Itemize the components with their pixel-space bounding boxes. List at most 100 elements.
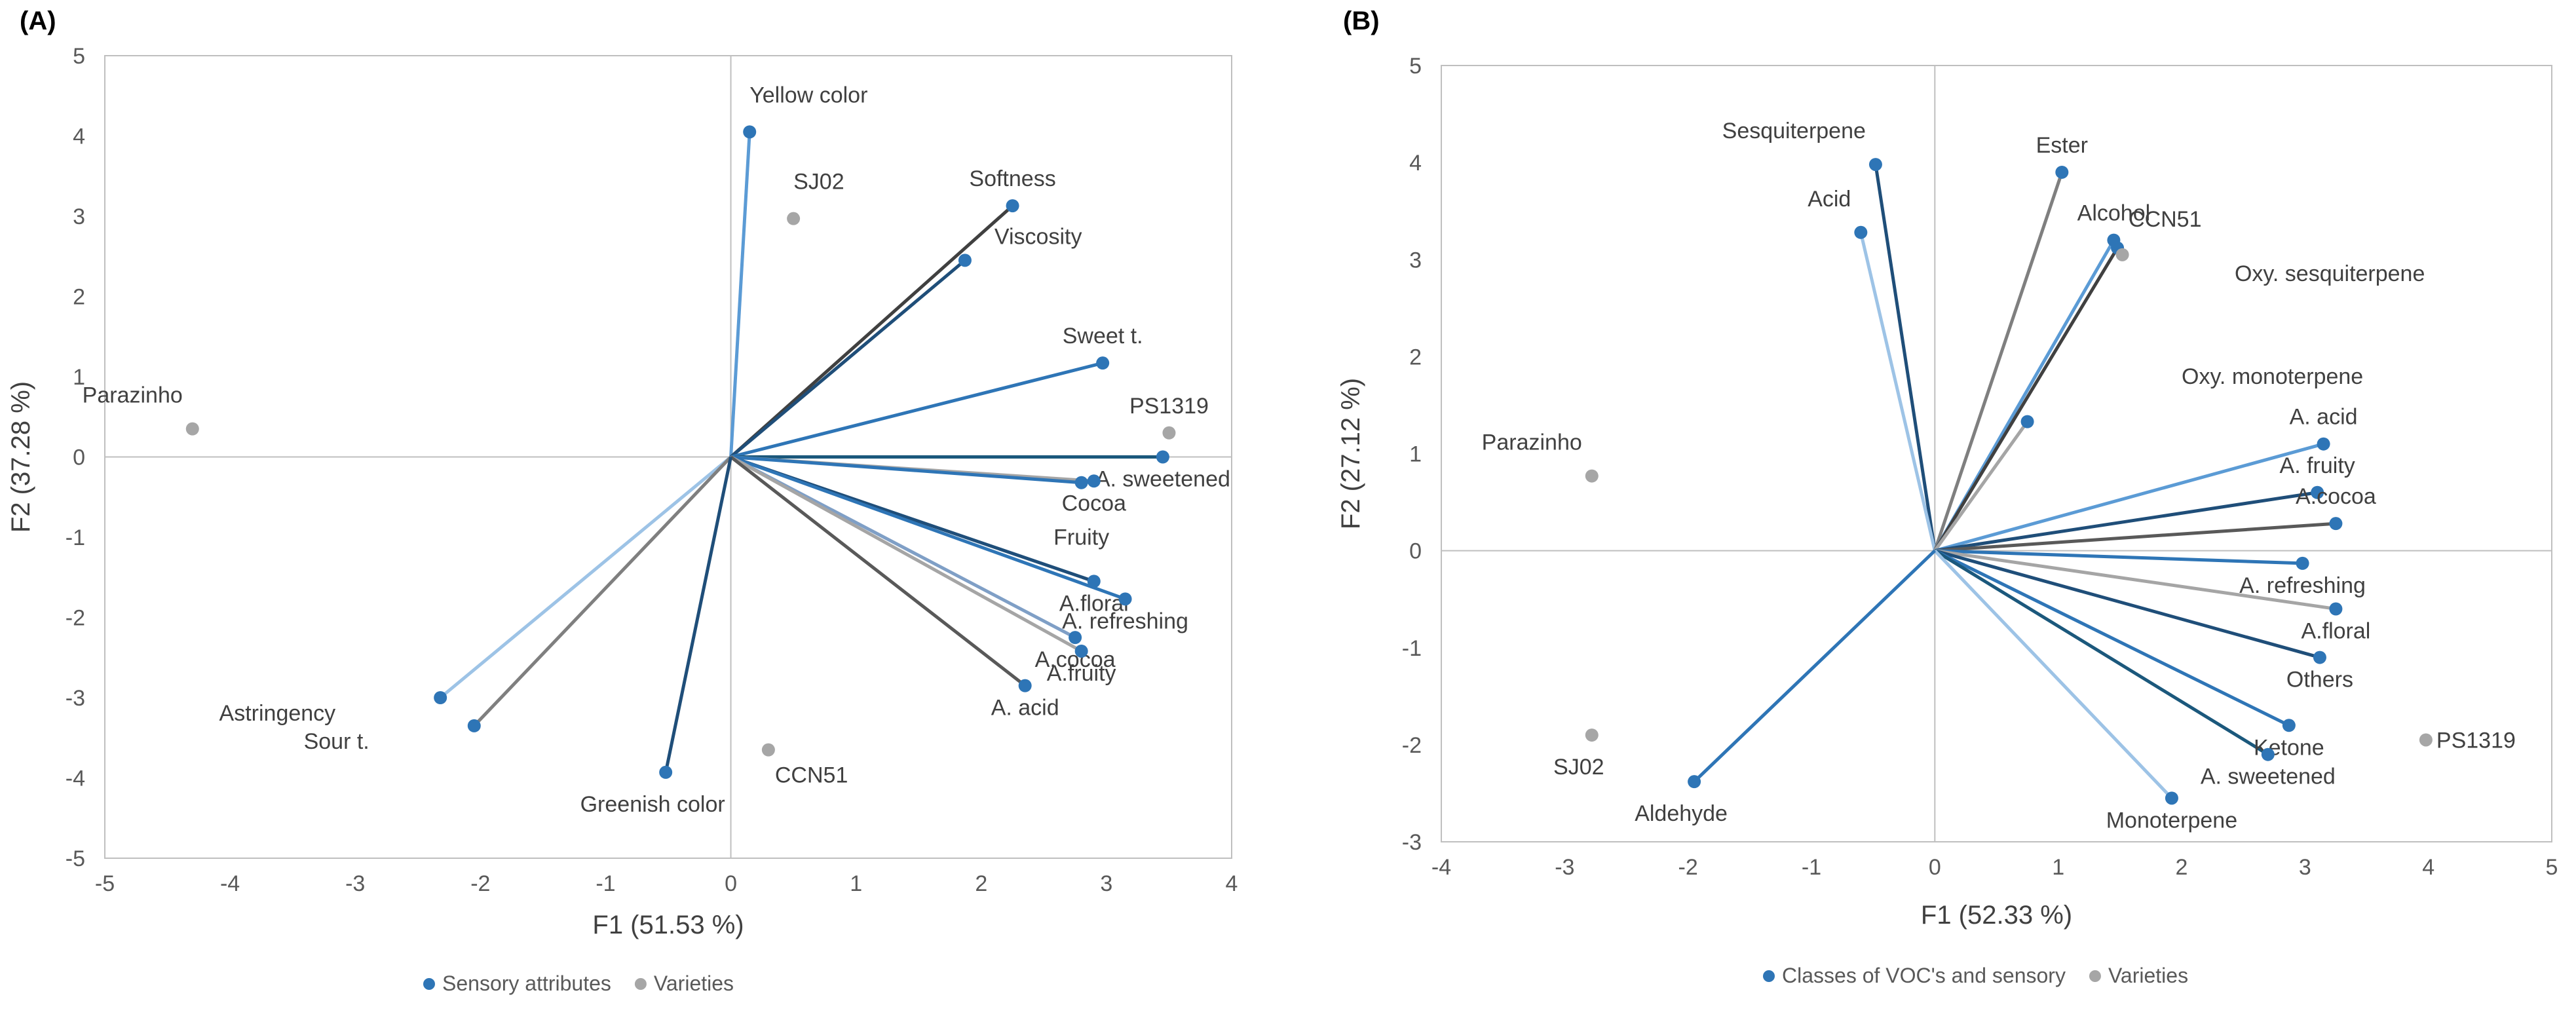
legend-marker-varieties [634, 978, 647, 990]
point-a-floral [1087, 575, 1101, 588]
x-tick-label: 5 [2546, 855, 2558, 880]
x-tick-label: 2 [975, 871, 987, 896]
y-tick-label: -1 [1402, 636, 1422, 661]
variety-point-ccn51 [761, 743, 775, 757]
x-tick-label: -3 [1555, 855, 1574, 880]
point-ester [2055, 165, 2069, 179]
x-tick-label: 3 [2299, 855, 2311, 880]
x-tick-label: 3 [1100, 871, 1112, 896]
variety-point-sj02 [1585, 728, 1599, 742]
label-sour-t: Sour t. [304, 729, 369, 754]
y-tick-label: 0 [1409, 539, 1422, 564]
point-cocoa [1087, 474, 1101, 488]
point-fruity [1074, 476, 1088, 489]
point-a-fruity [2311, 485, 2324, 499]
point-a-acid [1018, 679, 1032, 692]
point-a-floral [2329, 602, 2343, 616]
y-tick-label: 0 [73, 445, 85, 470]
y-tick-label: 1 [1409, 442, 1422, 467]
label-ester: Ester [2036, 133, 2088, 158]
point-aldehyde [1688, 775, 1701, 789]
vector-ester [1933, 172, 2064, 552]
vector-fruity [730, 455, 1082, 485]
vector-others [1934, 549, 2320, 659]
point-monoterpene [2165, 791, 2178, 805]
vector-viscosity [729, 259, 966, 459]
label-a-refreshing: A. refreshing [2239, 573, 2366, 598]
point-a-sweetened [2261, 747, 2275, 761]
vector-sour-t [472, 455, 732, 727]
variety-point-ps1319 [2419, 733, 2433, 747]
x-tick-label: -2 [1678, 855, 1698, 880]
variety-label-sj02: SJ02 [793, 170, 844, 195]
vector-yellow-color [729, 132, 751, 457]
variety-point-parazinho [185, 422, 199, 436]
vector-a-acid [1934, 442, 2324, 553]
y-tick-label: -3 [1402, 830, 1422, 855]
y-tick-label: -2 [1402, 733, 1422, 758]
x-tick-label: -4 [220, 871, 240, 896]
label-viscosity: Viscosity [994, 224, 1082, 249]
label-a-cocoa: A.cocoa [2296, 484, 2376, 509]
vector-ketone [1934, 549, 2290, 727]
label-aldehyde: Aldehyde [1635, 801, 1728, 826]
point-a-refreshing [2296, 556, 2309, 570]
vector-a-floral [1934, 549, 2336, 611]
vector-ccn51 [1933, 247, 2119, 552]
label-a-fruity: A. fruity [2280, 453, 2355, 478]
point-a-sweetened [1156, 450, 1169, 464]
point-ketone [2282, 719, 2296, 732]
point-a-refreshing [1118, 592, 1132, 606]
x-axis-title: F1 (51.53 %) [592, 911, 744, 939]
vector-a-sweetened [1934, 549, 2269, 756]
vector-greenish-color [664, 456, 733, 773]
legend-label-attributes: Sensory attributes [442, 972, 611, 995]
vector-a-refreshing [730, 455, 1126, 601]
point-acid [1854, 225, 1868, 239]
panel-label: (B) [1343, 7, 1380, 35]
x-tick-label: -1 [1802, 855, 1821, 880]
x-tick-label: -2 [470, 871, 490, 896]
label-a-acid: A. acid [2290, 405, 2358, 430]
label-yellow-color: Yellow color [749, 83, 867, 107]
label-acid: Acid [1808, 187, 1851, 212]
label-a-floral: A.floral [1059, 591, 1129, 616]
point-sour-t [467, 719, 481, 732]
vector-oxy-sesquiterpene [1933, 421, 2029, 552]
point-a-fruity [1074, 644, 1088, 658]
label-ccn51: CCN51 [2129, 207, 2201, 232]
y-axis-title: F2 (27.12 %) [1336, 378, 1365, 529]
point-a-acid [2317, 437, 2330, 451]
y-tick-label: 2 [1409, 345, 1422, 369]
point-softness [1006, 199, 1019, 213]
x-tick-label: 1 [850, 871, 862, 896]
point-viscosity [958, 254, 972, 267]
label-a-fruity: A.fruity [1047, 661, 1116, 686]
vector-sweet-t [730, 361, 1103, 459]
vector-a-fruity [730, 455, 1082, 653]
vector-a-cocoa [1935, 521, 2336, 553]
panel-label: (A) [20, 7, 56, 35]
variety-point-ps1319 [1162, 426, 1176, 440]
label-astringency: Astringency [219, 701, 336, 726]
vector-aldehyde [1693, 549, 1937, 783]
variety-label-sj02: SJ02 [1553, 755, 1604, 780]
y-tick-label: 2 [73, 285, 85, 310]
point-astringency [434, 691, 447, 704]
point-others [2313, 651, 2326, 664]
variety-point-sj02 [787, 212, 801, 225]
label-a-refreshing: A. refreshing [1062, 609, 1188, 633]
variety-point-parazinho [1585, 469, 1599, 483]
y-tick-label: -2 [66, 606, 85, 631]
x-tick-label: 1 [2052, 855, 2064, 880]
y-tick-label: 4 [1409, 151, 1422, 176]
vector-a-fruity [1934, 491, 2318, 553]
y-tick-label: 4 [73, 124, 85, 149]
label-fruity: Fruity [1053, 525, 1109, 550]
legend-label-attributes: Classes of VOC's and sensory [1782, 964, 2066, 987]
x-tick-label: 0 [1929, 855, 1941, 880]
vector-monoterpene [1933, 549, 2173, 800]
point-a-cocoa [1069, 631, 1082, 645]
legend-marker-attributes [423, 978, 435, 990]
x-axis-title: F1 (52.33 %) [1921, 901, 2072, 930]
